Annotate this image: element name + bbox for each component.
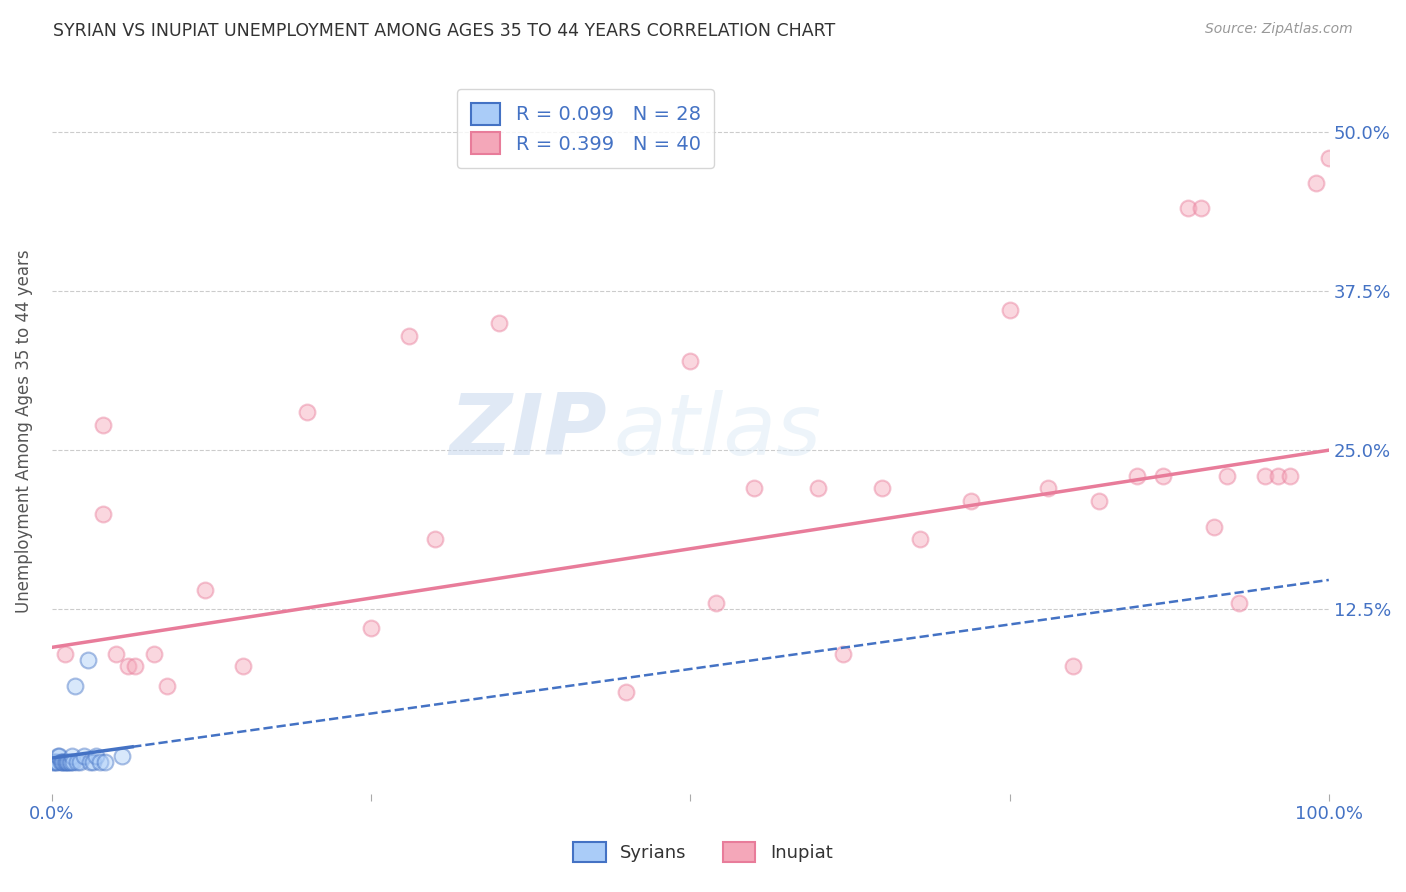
Point bbox=[53, 755, 76, 769]
Point bbox=[142, 647, 165, 661]
Point bbox=[232, 659, 254, 673]
Point bbox=[51, 755, 73, 769]
Point bbox=[960, 494, 983, 508]
Point bbox=[45, 755, 67, 769]
Point bbox=[48, 748, 70, 763]
Text: Source: ZipAtlas.com: Source: ZipAtlas.com bbox=[1205, 22, 1353, 37]
Point bbox=[49, 755, 72, 769]
Point bbox=[73, 748, 96, 763]
Point bbox=[104, 647, 127, 661]
Point bbox=[91, 417, 114, 432]
Point bbox=[111, 748, 134, 763]
Point bbox=[704, 596, 727, 610]
Point bbox=[94, 755, 117, 769]
Point bbox=[76, 653, 98, 667]
Point bbox=[156, 679, 179, 693]
Point bbox=[69, 755, 91, 769]
Point bbox=[55, 755, 77, 769]
Point bbox=[360, 621, 382, 635]
Point bbox=[1189, 202, 1212, 216]
Point bbox=[44, 755, 66, 769]
Point bbox=[423, 533, 446, 547]
Point bbox=[53, 647, 76, 661]
Point bbox=[398, 328, 420, 343]
Point bbox=[45, 755, 67, 769]
Point bbox=[42, 755, 65, 769]
Y-axis label: Unemployment Among Ages 35 to 44 years: Unemployment Among Ages 35 to 44 years bbox=[15, 249, 32, 613]
Point bbox=[66, 755, 89, 769]
Point bbox=[832, 647, 855, 661]
Point bbox=[1317, 151, 1340, 165]
Text: ZIP: ZIP bbox=[450, 390, 607, 473]
Point bbox=[1215, 468, 1237, 483]
Point bbox=[998, 303, 1021, 318]
Legend: R = 0.099   N = 28, R = 0.399   N = 40: R = 0.099 N = 28, R = 0.399 N = 40 bbox=[457, 89, 714, 168]
Point bbox=[1305, 176, 1327, 190]
Point bbox=[117, 659, 139, 673]
Point bbox=[91, 507, 114, 521]
Point bbox=[616, 685, 638, 699]
Point bbox=[89, 755, 111, 769]
Point bbox=[86, 748, 108, 763]
Point bbox=[870, 481, 893, 495]
Point bbox=[63, 679, 86, 693]
Point bbox=[194, 583, 217, 598]
Point bbox=[1062, 659, 1084, 673]
Point bbox=[1036, 481, 1059, 495]
Point bbox=[1267, 468, 1289, 483]
Point bbox=[1152, 468, 1174, 483]
Point bbox=[82, 755, 104, 769]
Point bbox=[488, 316, 510, 330]
Point bbox=[58, 755, 80, 769]
Text: SYRIAN VS INUPIAT UNEMPLOYMENT AMONG AGES 35 TO 44 YEARS CORRELATION CHART: SYRIAN VS INUPIAT UNEMPLOYMENT AMONG AGE… bbox=[53, 22, 835, 40]
Point bbox=[1202, 519, 1225, 533]
Point bbox=[56, 755, 79, 769]
Point bbox=[1177, 202, 1199, 216]
Legend: Syrians, Inupiat: Syrians, Inupiat bbox=[567, 834, 839, 870]
Point bbox=[46, 748, 69, 763]
Point bbox=[295, 405, 318, 419]
Point bbox=[807, 481, 830, 495]
Text: atlas: atlas bbox=[613, 390, 821, 473]
Point bbox=[1227, 596, 1250, 610]
Point bbox=[1254, 468, 1277, 483]
Point bbox=[62, 755, 84, 769]
Point bbox=[59, 755, 82, 769]
Point bbox=[60, 748, 83, 763]
Point bbox=[1279, 468, 1302, 483]
Point bbox=[1126, 468, 1149, 483]
Point bbox=[124, 659, 146, 673]
Point bbox=[52, 755, 75, 769]
Point bbox=[79, 755, 101, 769]
Point bbox=[742, 481, 765, 495]
Point bbox=[679, 354, 702, 368]
Point bbox=[1088, 494, 1111, 508]
Point bbox=[908, 533, 931, 547]
Point bbox=[59, 755, 82, 769]
